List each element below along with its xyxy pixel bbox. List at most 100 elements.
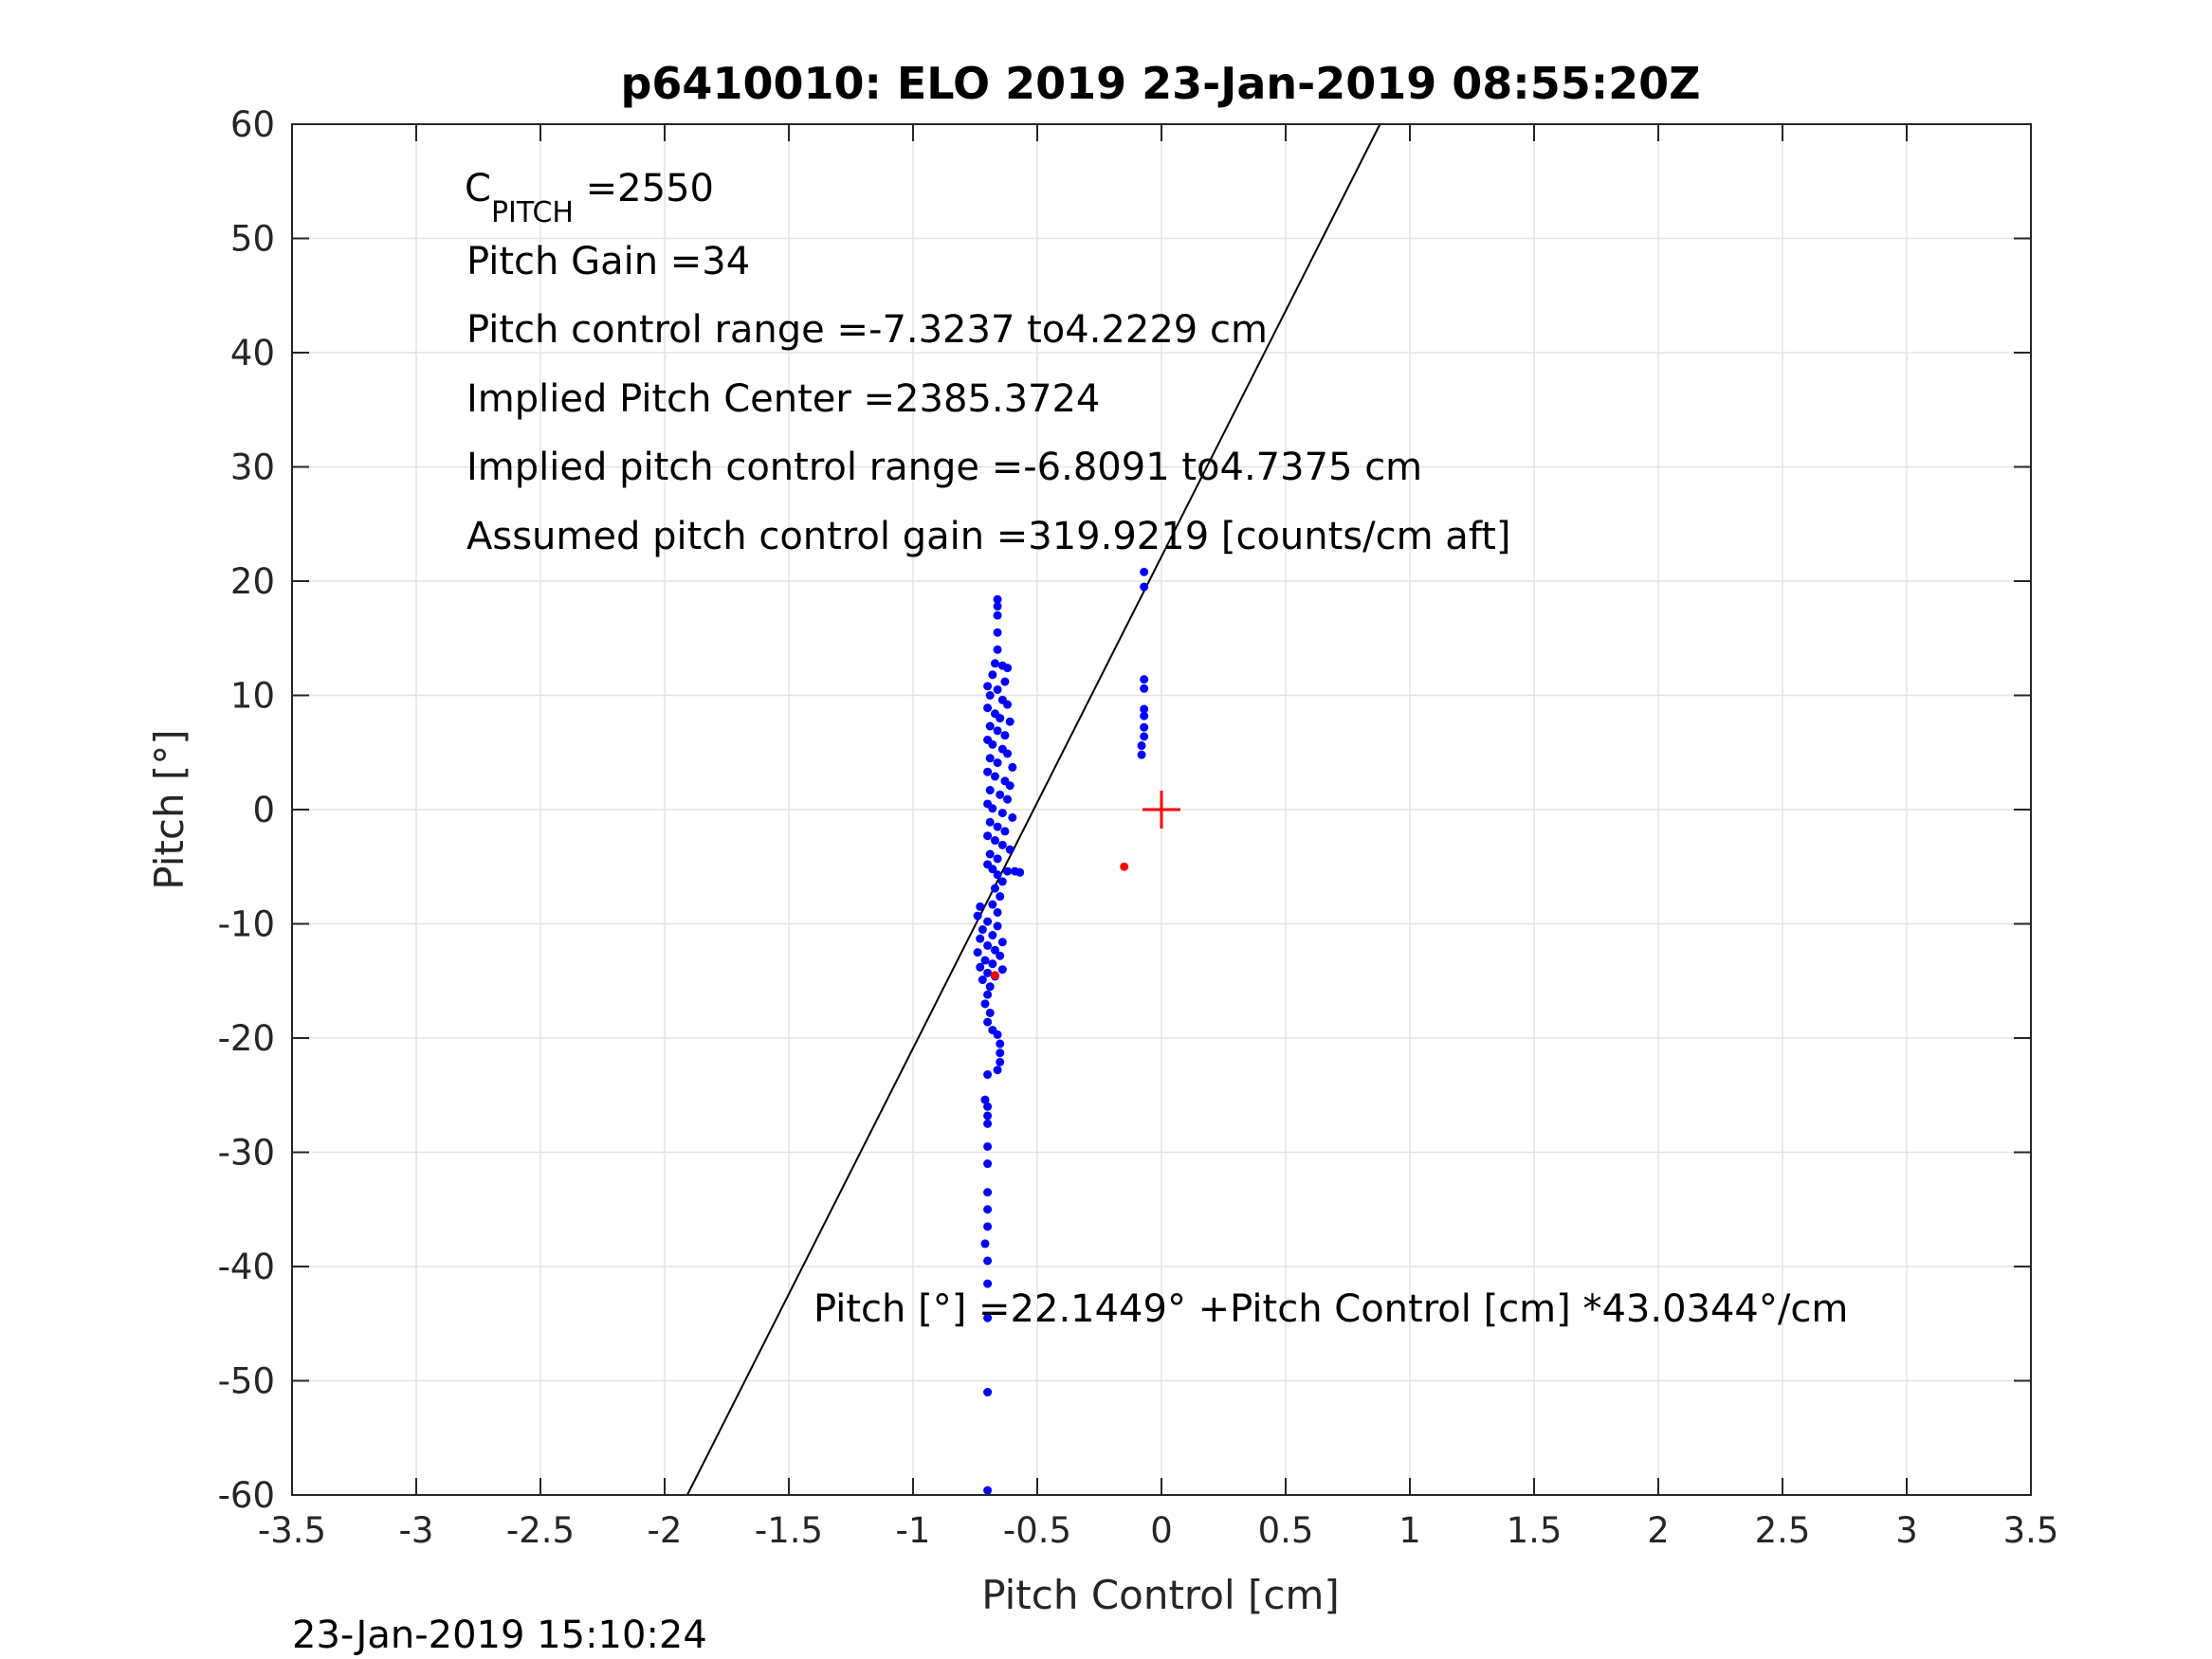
data-point [993, 1030, 1002, 1039]
data-point [997, 809, 1007, 818]
y-tick-label: 40 [230, 333, 275, 374]
data-point [983, 917, 993, 926]
data-point [1008, 762, 1017, 772]
data-point [990, 945, 999, 955]
data-point [1120, 862, 1129, 871]
y-tick-label: -50 [218, 1361, 275, 1402]
x-tick-label: 3 [1895, 1510, 1918, 1551]
annotation-text: Pitch control range =-7.3237 to4.2229 cm [466, 308, 1268, 352]
data-point [993, 854, 1002, 864]
data-point [996, 892, 1005, 902]
data-point [997, 840, 1007, 849]
data-point [988, 865, 997, 874]
x-tick-label: 0.5 [1258, 1510, 1314, 1551]
data-point [988, 900, 997, 909]
data-point [983, 1188, 993, 1197]
data-point [976, 962, 985, 972]
data-point [993, 628, 1002, 637]
y-tick-label: 60 [230, 104, 275, 145]
data-point [983, 1017, 993, 1027]
x-tick-label: -3.5 [258, 1510, 326, 1551]
data-point [990, 884, 999, 893]
data-point [996, 1048, 1005, 1058]
data-point [988, 804, 997, 813]
data-point [985, 691, 995, 700]
x-axis-label: Pitch Control [cm] [981, 1572, 1340, 1618]
data-point [983, 968, 993, 977]
x-tick-label: -2 [648, 1510, 683, 1551]
data-point [1003, 794, 1013, 804]
data-point [1005, 717, 1015, 726]
data-point [1140, 722, 1149, 732]
data-point [1140, 567, 1149, 576]
data-point [1003, 700, 1013, 709]
data-point [1005, 781, 1015, 791]
data-point [1140, 704, 1149, 714]
data-point [1005, 845, 1015, 854]
y-tick-label: 20 [230, 561, 275, 602]
x-tick-label: -1 [896, 1510, 931, 1551]
data-point [988, 670, 997, 680]
data-point [988, 931, 997, 940]
data-point [985, 786, 995, 795]
annotation-layer: CPITCH =2550 Pitch Gain =34 Pitch control … [465, 167, 1848, 1331]
data-point [983, 1313, 993, 1322]
data-point [993, 758, 1002, 768]
data-point [980, 999, 990, 1009]
data-point [996, 951, 1005, 960]
y-axis-label: Pitch [°] [146, 729, 192, 889]
data-point [985, 982, 995, 992]
data-point [990, 659, 999, 668]
annotation-text: CPITCH =2550 [465, 167, 714, 229]
data-point [983, 1119, 993, 1128]
data-point [997, 965, 1007, 975]
data-point [973, 948, 982, 957]
data-point [983, 1256, 993, 1266]
plot-area: CPITCH =2550 Pitch Gain =34 Pitch control … [218, 104, 2059, 1551]
data-point [983, 1141, 993, 1151]
fit-line [686, 123, 1381, 1496]
data-point [1015, 867, 1025, 877]
data-point [993, 726, 1002, 736]
data-point [993, 870, 1002, 880]
y-tick-label: 30 [230, 447, 275, 488]
data-point [983, 1070, 993, 1080]
annotation-text: Implied Pitch Center =2385.3724 [466, 377, 1100, 421]
data-point [1003, 664, 1013, 673]
data-point [996, 1039, 1005, 1048]
data-point [993, 822, 1002, 831]
chart-title: p6410010: ELO 2019 23-Jan-2019 08:55:20Z [621, 58, 1701, 109]
data-point [983, 703, 993, 713]
x-tick-label: 3.5 [2003, 1510, 2059, 1551]
data-point [976, 934, 985, 943]
data-point [983, 1205, 993, 1214]
data-point [983, 1388, 993, 1397]
x-tick-label: -3 [399, 1510, 434, 1551]
data-point [1140, 732, 1149, 741]
data-point [993, 594, 1002, 604]
data-point [980, 956, 990, 965]
data-point [1137, 750, 1146, 759]
x-tick-label: 0 [1150, 1510, 1173, 1551]
data-point [993, 1066, 1002, 1075]
data-point [1000, 827, 1010, 836]
annotation-text: Implied pitch control range =-6.8091 to4… [466, 446, 1422, 489]
data-point [990, 836, 999, 846]
fit-line-layer [686, 123, 1381, 1496]
data-point [1140, 675, 1149, 684]
data-point [1003, 866, 1013, 876]
data-point [1140, 582, 1149, 592]
x-tick-label: -2.5 [506, 1510, 575, 1551]
y-tick-label: -20 [218, 1018, 275, 1059]
data-point [988, 959, 997, 969]
data-point [980, 1239, 990, 1249]
data-point [973, 911, 982, 921]
data-point [983, 940, 993, 950]
grid [292, 124, 2031, 1495]
data-point [983, 1159, 993, 1169]
x-tick-label: 1.5 [1507, 1510, 1563, 1551]
data-point [980, 1095, 990, 1104]
data-point [983, 1111, 993, 1121]
data-point [996, 714, 1005, 723]
data-point [983, 682, 993, 691]
